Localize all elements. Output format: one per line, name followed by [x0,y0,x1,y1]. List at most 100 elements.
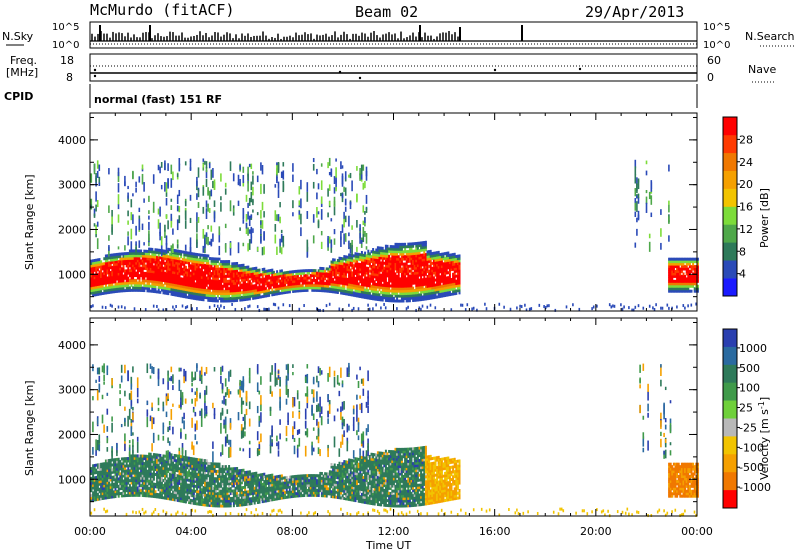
heat-cell [159,231,161,241]
heat-cell [264,292,267,296]
heat-cell [301,289,304,293]
heat-cell [95,290,98,294]
heat-cell [148,221,150,230]
heat-cell [346,270,349,274]
heat-cell [461,303,464,307]
heat-cell [325,279,328,283]
heat-cell [372,280,375,284]
heat-cell [224,223,227,229]
heat-cell [218,297,221,301]
heat-cell [143,279,146,283]
heat-cell [396,307,398,311]
heat-cell [229,269,232,273]
heat-cell [220,279,223,283]
y-tick-label: 3000 [58,179,86,192]
heat-cell [357,257,360,261]
heat-cell [308,286,311,290]
heat-cell [207,225,209,230]
heat-cell [138,266,141,270]
heat-cell [146,286,149,290]
heat-cell [111,278,114,282]
heat-cell [255,276,258,280]
heat-cell [247,297,250,301]
heat-cell [196,212,198,222]
heat-cell [229,200,232,212]
heat-cell [311,283,314,287]
heat-cell [215,262,218,266]
heat-cell [320,271,323,275]
heat-cell [386,267,389,270]
heat-cell [360,255,363,259]
heat-cell [399,294,402,298]
heat-cell [199,283,202,287]
heat-cell [676,305,678,309]
heat-cell [184,290,187,294]
heat-cell [207,187,209,196]
heat-cell [117,289,120,293]
heat-cell [378,276,381,279]
heat-cell [199,253,202,257]
heat-cell [157,248,160,252]
heat-cell [394,279,397,283]
heat-cell [197,280,200,284]
heat-cell [356,269,359,273]
heat-cell [221,299,224,303]
heat-cell [106,259,109,263]
heat-cell [159,251,162,255]
heat-cell [356,277,359,281]
heat-cell [111,270,114,274]
heat-cell [252,269,255,273]
heat-cell [261,272,264,276]
heat-cell [210,238,213,247]
heat-cell [117,265,120,269]
heat-cell [248,215,251,227]
heat-cell [106,256,109,260]
heat-cell [140,271,143,275]
heat-cell [197,268,200,272]
heat-cell [125,264,128,268]
heat-cell [138,261,141,265]
heat-cell [109,271,112,274]
heat-cell [344,289,347,293]
heat-cell [234,279,237,283]
heat-cell [682,304,685,308]
heat-cell [95,439,97,451]
heat-cell [284,271,287,275]
heat-cell [346,280,349,284]
heat-cell [367,269,370,273]
heat-cell [296,289,299,293]
heat-cell [116,252,119,256]
heat-cell [276,285,279,288]
heat-cell [231,296,234,300]
heat-cell [154,255,157,259]
heat-cell [130,266,133,270]
heat-cell [196,282,199,286]
nave-right-tick-top: 60 [707,54,721,67]
heat-cell [261,270,264,274]
heat-cell [292,174,294,182]
heat-cell [98,275,101,279]
heat-cell [117,194,120,205]
heat-cell [189,281,192,285]
heat-cell [252,277,255,281]
heat-cell [354,264,357,268]
heat-cell [138,240,141,248]
heat-cell [130,264,133,268]
heat-cell [111,283,114,287]
heat-cell [352,264,355,268]
heat-cell [218,307,221,311]
heat-cell [383,296,386,300]
heat-cell [380,295,383,299]
heat-cell [234,262,237,266]
heat-cell [263,307,265,311]
heat-cell [332,270,335,274]
heat-cell [263,284,266,288]
heat-cell [248,297,251,301]
heat-cell [143,259,146,263]
heat-cell [357,287,360,291]
heat-cell [165,243,168,254]
heat-cell [162,308,165,312]
heat-cell [204,237,206,248]
heat-cell [288,275,291,279]
heat-cell [111,285,114,289]
